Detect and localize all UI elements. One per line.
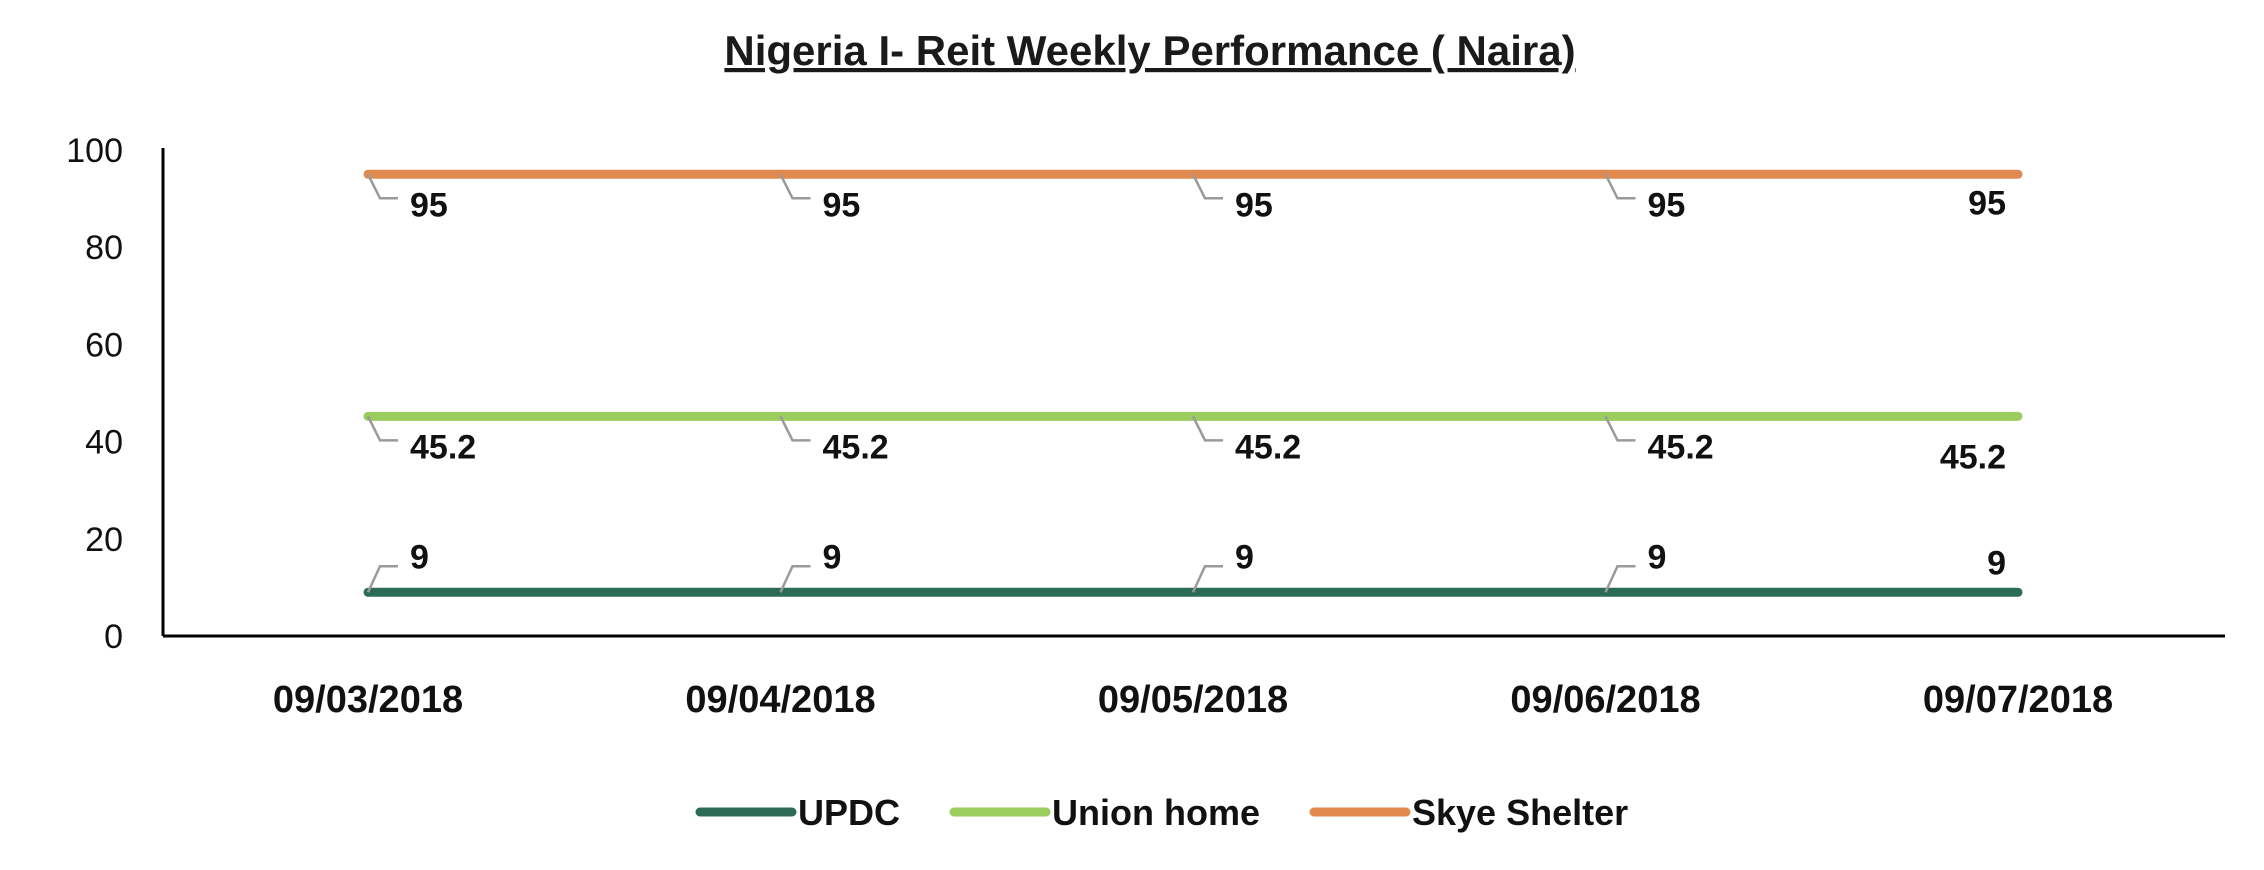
x-tick-label: 09/06/2018 — [1510, 679, 1700, 721]
y-tick-label: 40 — [85, 424, 123, 462]
legend-item-union-home: Union home — [949, 792, 1260, 833]
legend-label: Skye Shelter — [1412, 792, 1628, 833]
data-label: 9 — [1987, 544, 2006, 582]
x-tick-label: 09/07/2018 — [1923, 679, 2113, 721]
data-label: 9 — [410, 538, 429, 576]
chart-title: Nigeria I- Reit Weekly Performance ( Nai… — [724, 27, 1575, 74]
data-labels: 9 9 9 9 9 45.2 45.2 45.2 45.2 45.2 95 95 95 95 95 — [366, 173, 2006, 593]
data-label: 95 — [410, 186, 448, 224]
x-tick-label: 09/03/2018 — [273, 679, 463, 721]
series-lines — [363, 169, 2023, 597]
label-leader-line — [1604, 565, 1636, 593]
label-leader-line — [366, 565, 398, 593]
data-label: 95 — [823, 186, 861, 224]
label-leader-line — [1191, 565, 1223, 593]
data-label: 95 — [1968, 184, 2006, 222]
label-leader-line — [1191, 173, 1223, 200]
data-label: 9 — [1648, 538, 1667, 576]
x-tick-label: 09/05/2018 — [1098, 679, 1288, 721]
data-label: 45.2 — [823, 428, 889, 466]
legend: UPDC Union home Skye Shelter — [695, 792, 1628, 833]
label-leader-line — [779, 415, 811, 442]
x-axis-ticks: 09/03/2018 09/04/2018 09/05/2018 09/06/2018… — [273, 679, 2113, 721]
axes — [161, 148, 2225, 638]
label-leader-line — [366, 173, 398, 200]
label-leader-line — [1604, 173, 1636, 200]
data-label: 45.2 — [1940, 438, 2006, 476]
data-label: 45.2 — [1648, 428, 1714, 466]
legend-item-updc: UPDC — [695, 792, 900, 833]
data-label: 9 — [1235, 538, 1254, 576]
data-label: 45.2 — [1235, 428, 1301, 466]
legend-label: Union home — [1052, 792, 1260, 833]
y-tick-label: 100 — [66, 132, 123, 170]
label-leader-line — [1191, 415, 1223, 442]
y-tick-label: 0 — [104, 618, 123, 656]
label-leader-line — [1604, 415, 1636, 442]
y-tick-label: 80 — [85, 229, 123, 267]
x-tick-label: 09/04/2018 — [685, 679, 875, 721]
y-tick-label: 60 — [85, 326, 123, 364]
data-label: 9 — [823, 538, 842, 576]
data-label: 45.2 — [410, 428, 476, 466]
label-leader-line — [366, 415, 398, 442]
data-label: 95 — [1235, 186, 1273, 224]
y-axis-ticks: 0 20 40 60 80 100 — [66, 132, 123, 656]
label-leader-line — [779, 565, 811, 593]
legend-label: UPDC — [798, 792, 900, 833]
legend-item-skye-shelter: Skye Shelter — [1309, 792, 1628, 833]
y-tick-label: 20 — [85, 521, 123, 559]
data-label: 95 — [1648, 186, 1686, 224]
label-leader-line — [779, 173, 811, 200]
